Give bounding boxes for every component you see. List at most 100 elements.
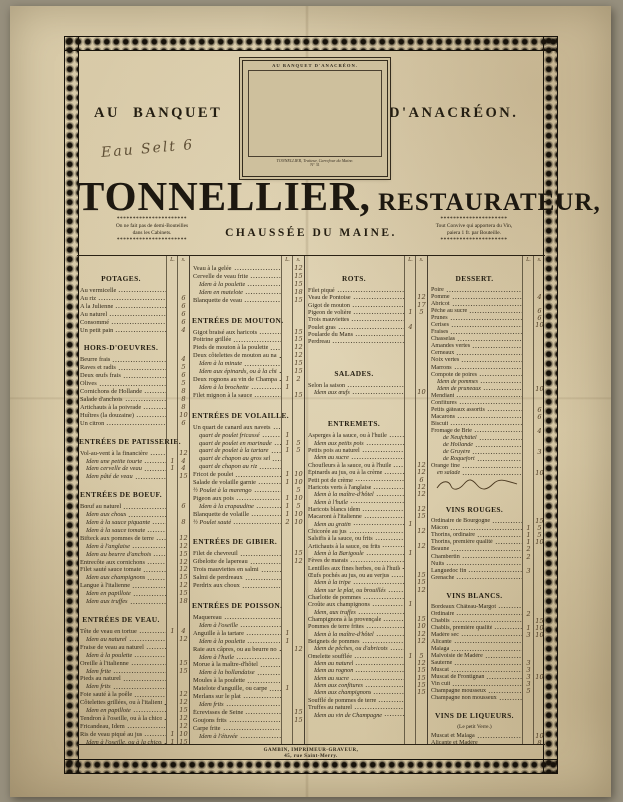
price-livres: 3 <box>526 659 531 668</box>
dotted-leader <box>478 437 522 441</box>
menu-item-row: Veau à la gelée 12 <box>190 264 304 273</box>
dotted-leader <box>149 453 166 456</box>
dotted-leader <box>354 479 404 483</box>
dotted-leader <box>473 430 522 434</box>
dotted-leader <box>468 570 522 574</box>
price-sous: 5 <box>419 308 424 317</box>
menu-item-label: Idem au sucre <box>314 674 349 682</box>
menu-item-row: Vol-au-vent à la financière 12 <box>77 449 189 458</box>
menu-item-label: de Roquefort <box>443 456 475 463</box>
menu-item-label: Ordinaire de Bourgogne <box>431 518 491 525</box>
menu-item-row: Champagne non mousseux <box>428 695 545 702</box>
menu-item-row: Idem aux truffes 18 <box>77 597 189 606</box>
menu-item-label: Ordinaire <box>431 610 455 617</box>
price-sous: 15 <box>179 658 188 667</box>
dotted-leader <box>118 290 166 294</box>
menu-item-label: Entrecôte aux cornichons <box>80 558 145 566</box>
menu-item-label: Idem à la brochette <box>199 383 249 391</box>
dotted-leader <box>270 347 281 351</box>
menu-item-label: Vol-au-vent à la financière <box>80 449 148 457</box>
menu-item-label: Fèves de marais <box>308 557 348 565</box>
menu-item-label: Idem, aux truffes <box>314 608 356 616</box>
dotted-leader <box>363 516 404 520</box>
dotted-leader <box>235 498 281 502</box>
ornamental-border-right <box>543 36 558 774</box>
menu-item-row: de Roquefort <box>428 456 545 463</box>
menu-item-row: Deux côtelettes de mouton au naturel 12 <box>190 351 304 360</box>
menu-item-label: Anguille à la tartare <box>193 629 244 637</box>
dotted-leader <box>365 552 404 556</box>
price-sous: 15 <box>294 335 303 344</box>
dotted-leader <box>336 289 404 293</box>
menu-item-label: Haricots verts à l'anglaise <box>308 483 372 491</box>
price-livres: 3 <box>526 673 531 682</box>
dotted-leader <box>452 683 522 687</box>
menu-item-label: Deux œufs frais <box>80 372 121 380</box>
menu-item-row: Ordinaire de Bourgogne 15 <box>428 518 545 525</box>
price-sous: 8 <box>537 739 542 744</box>
notice-right-line2: paiera 1 fr. par Bouteille. <box>447 229 501 236</box>
price-sous: 6 <box>537 405 542 414</box>
dotted-leader <box>242 696 281 700</box>
price-sous: 12 <box>179 634 188 643</box>
dotted-leader <box>122 678 166 682</box>
price-sous: 3 <box>537 448 542 457</box>
menu-section: DESSERT. Poire Pomme 4 Abricot Pêche au sucre… <box>428 274 545 496</box>
menu-item-row: Épinards au jus, ou à la crème 12 <box>305 468 427 476</box>
menu-item-label: Idem frits <box>86 683 111 691</box>
price-sous: 12 <box>179 581 188 590</box>
price-rule <box>292 256 293 744</box>
menu-item-row: Pommes de terre frites 10 <box>305 623 427 631</box>
dotted-leader <box>456 613 522 617</box>
menu-item-label: Idem à la poulette <box>199 637 246 645</box>
price-sous: 5 <box>537 524 542 533</box>
price-livres: 2 <box>526 545 531 554</box>
menu-item-row: Fraises <box>428 329 545 336</box>
dotted-leader <box>337 326 404 330</box>
menu-section: ENTRÉES DE GIBIER. Filet de chevreuil 15 Gi… <box>190 537 304 590</box>
menu-item-row: A la Julienne 6 <box>77 302 189 311</box>
menu-item-row: Prunes 6 <box>428 315 545 322</box>
dotted-leader <box>461 360 522 364</box>
menu-item-row: Moules à la poulette <box>190 677 304 685</box>
dotted-leader <box>361 640 404 644</box>
menu-item-row: Idem à la crapaudine 1 5 <box>190 501 304 511</box>
dotted-leader <box>391 574 404 578</box>
price-sous: 10 <box>294 517 303 526</box>
menu-item-label: Fraise de veau au naturel <box>80 643 144 651</box>
menu-item-row: Idem au beurre d'anchois 15 <box>77 550 189 559</box>
dotted-leader <box>239 553 281 557</box>
price-livres: 1 <box>285 501 290 510</box>
dotted-leader <box>164 702 166 706</box>
menu-item-label: Merlans sur le plat <box>193 693 241 701</box>
menu-item-label: Idem en matelote <box>199 288 244 296</box>
menu-item-label: Idem à la poulette <box>86 651 133 659</box>
notice-right-line1: Tout Convive qui apportera du Vin, <box>435 223 513 229</box>
menu-item-row: Idem à la Barigoule 1 <box>305 549 427 557</box>
price-sous: 6 <box>537 412 542 421</box>
stars-border-top: ********************* <box>440 216 508 222</box>
price-sous: 8 <box>181 518 186 527</box>
menu-item-row: Petits pois au naturel <box>305 447 427 454</box>
price-sous: 12 <box>179 557 188 566</box>
price-sous: 5 <box>296 438 301 447</box>
price-sous: 6 <box>181 502 186 511</box>
menu-item-label: Poire <box>431 287 444 293</box>
dotted-leader <box>365 442 404 446</box>
dotted-leader <box>124 399 166 403</box>
menu-item-label: Champagne mousseux <box>431 688 487 695</box>
price-sous: 12 <box>294 343 303 352</box>
menu-item-row: Idem à l'oseille, ou à la chicorée 1 15 <box>77 738 189 744</box>
dotted-leader <box>357 611 404 615</box>
menu-item-row: Petits gâteaux assortis 6 <box>428 405 545 414</box>
price-sous: 15 <box>294 390 303 399</box>
menu-item-label: Idem de pêches, ou d'abricots <box>314 645 388 653</box>
menu-item-row: Mendiant <box>428 393 545 400</box>
dotted-leader <box>254 395 281 399</box>
dotted-leader <box>129 601 166 605</box>
price-sous: 10 <box>535 623 544 632</box>
menu-item-row: Noix vertes <box>428 357 545 364</box>
menu-item-label: Idem aux truffes <box>86 598 128 606</box>
menu-item-label: Idem au gratin <box>314 520 351 528</box>
menu-item-label: Beaune <box>431 546 450 553</box>
